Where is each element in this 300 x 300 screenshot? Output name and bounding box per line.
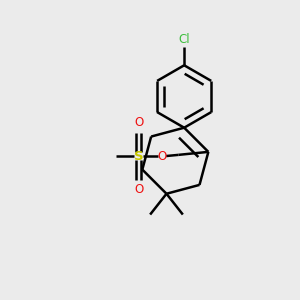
Text: S: S xyxy=(134,150,143,163)
Text: Cl: Cl xyxy=(178,33,190,46)
Text: O: O xyxy=(158,150,167,163)
Text: O: O xyxy=(134,183,143,196)
Text: O: O xyxy=(134,116,143,129)
